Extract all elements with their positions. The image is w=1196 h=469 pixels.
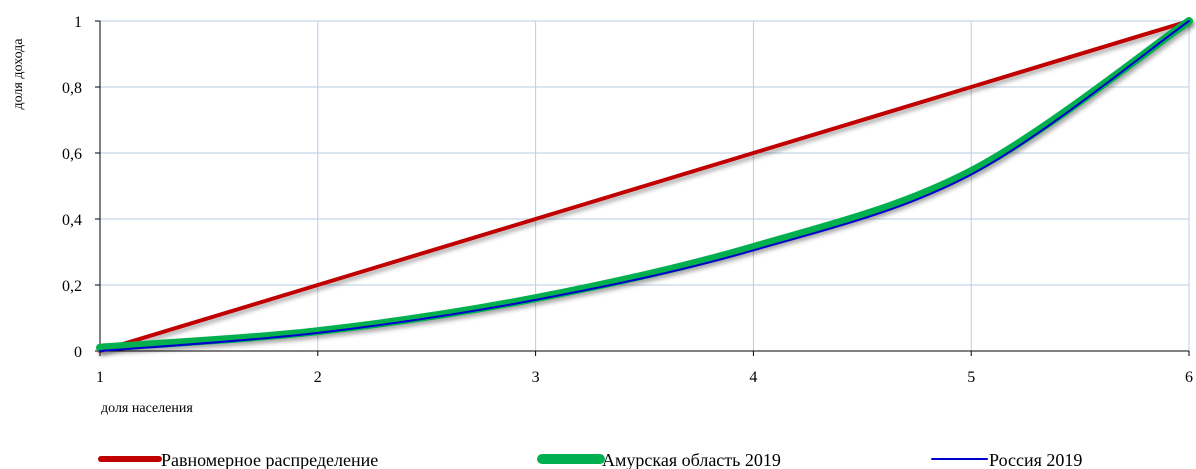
- legend-label: Равномерное распределение: [161, 450, 378, 469]
- x-tick-label: 3: [532, 369, 540, 386]
- series-amur-line: [96, 17, 1193, 352]
- series-group: [96, 17, 1193, 353]
- y-tick-label: 0,6: [62, 146, 82, 163]
- y-tick-label: 0,2: [62, 278, 82, 295]
- x-tick-label: 4: [749, 369, 757, 386]
- x-tick-label: 5: [967, 369, 975, 386]
- tick-labels: 0 0,2 0,4 0,6 0,8 1 1 2 3 4 5 6: [62, 14, 1193, 386]
- y-tick-label: 0,4: [62, 212, 82, 229]
- y-tick-label: 0,8: [62, 80, 82, 97]
- y-tick-label: 1: [74, 14, 82, 31]
- legend: Равномерное распределение Амурская област…: [98, 450, 1082, 469]
- y-tick-label: 0: [74, 344, 82, 361]
- legend-label: Россия 2019: [989, 450, 1082, 469]
- legend-label: Амурская область 2019: [602, 450, 781, 469]
- x-axis-label: доля населения: [101, 401, 193, 416]
- series-uniform-line: [98, 19, 1191, 353]
- axes: [95, 20, 1190, 356]
- series-russia-line: [99, 20, 1190, 352]
- grid: [99, 20, 1190, 352]
- x-tick-label: 1: [96, 369, 104, 386]
- x-tick-label: 2: [314, 369, 322, 386]
- y-axis-label: доля дохода: [11, 38, 26, 110]
- x-tick-label: 6: [1185, 369, 1193, 386]
